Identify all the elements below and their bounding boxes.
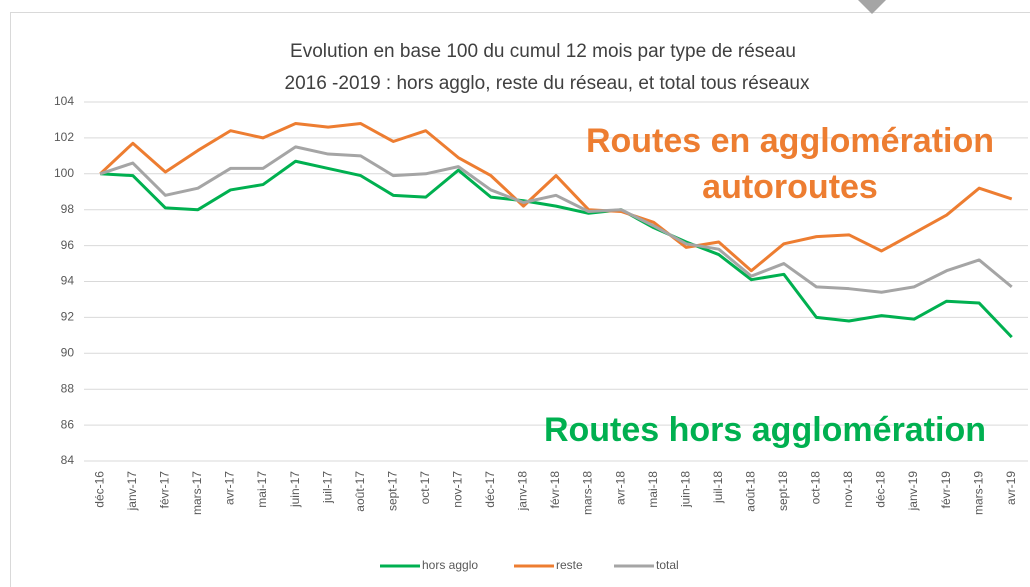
x-tick-label: août-18	[743, 471, 757, 512]
y-tick-label: 102	[54, 130, 74, 144]
chart-subtitle: 2016 -2019 : hors agglo, reste du réseau…	[285, 73, 810, 94]
x-tick-label: mai-17	[255, 471, 269, 508]
y-tick-label: 98	[61, 202, 75, 216]
annotation: Routes en agglomération	[586, 122, 994, 160]
x-tick-label: juin-18	[678, 471, 692, 508]
y-tick-label: 94	[61, 274, 75, 288]
x-tick-label: nov-17	[451, 471, 465, 508]
x-tick-label: avr-18	[613, 471, 627, 505]
x-tick-label: juin-17	[288, 471, 302, 508]
x-tick-label: mars-19	[971, 471, 985, 515]
x-tick-label: déc-18	[874, 471, 888, 508]
x-tick-label: janv-18	[516, 471, 530, 512]
series-line	[100, 159, 1013, 339]
annotation: Routes hors agglomération	[544, 411, 986, 449]
x-tick-label: déc-16	[92, 471, 106, 508]
x-tick-label: sept-17	[385, 471, 399, 511]
y-tick-label: 84	[61, 453, 75, 467]
y-tick-label: 92	[61, 310, 75, 324]
chart-frame	[10, 12, 1030, 587]
y-tick-label: 104	[54, 94, 74, 108]
x-tick-label: oct-17	[418, 471, 432, 505]
x-tick-label: janv-19	[906, 471, 920, 512]
x-tick-label: oct-18	[809, 471, 823, 505]
marker-triangle	[858, 0, 886, 14]
x-tick-label: févr-18	[548, 471, 562, 509]
legend-label: hors agglo	[422, 558, 478, 572]
legend-label: total	[656, 558, 679, 572]
chart-title: Evolution en base 100 du cumul 12 mois p…	[290, 41, 796, 62]
x-tick-label: avr-19	[1004, 471, 1018, 505]
x-tick-label: nov-18	[841, 471, 855, 508]
x-tick-label: juil-17	[320, 471, 334, 504]
y-tick-label: 96	[61, 238, 75, 252]
x-tick-label: sept-18	[776, 471, 790, 511]
x-tick-label: févr-17	[158, 471, 172, 509]
y-tick-label: 86	[61, 417, 75, 431]
y-tick-label: 100	[54, 166, 74, 180]
x-tick-label: août-17	[353, 471, 367, 512]
x-tick-label: mars-17	[190, 471, 204, 515]
y-tick-label: 88	[61, 381, 75, 395]
x-tick-label: mars-18	[581, 471, 595, 515]
x-tick-label: juil-18	[711, 471, 725, 504]
x-tick-label: mai-18	[646, 471, 660, 508]
x-tick-label: janv-17	[125, 471, 139, 512]
x-tick-label: févr-19	[939, 471, 953, 509]
legend-label: reste	[556, 558, 583, 572]
series-line	[99, 122, 1013, 273]
series-line	[99, 145, 1013, 294]
x-tick-label: avr-17	[223, 471, 237, 505]
x-tick-label: déc-17	[483, 471, 497, 508]
y-tick-label: 90	[61, 345, 75, 359]
annotation: autoroutes	[702, 168, 878, 206]
